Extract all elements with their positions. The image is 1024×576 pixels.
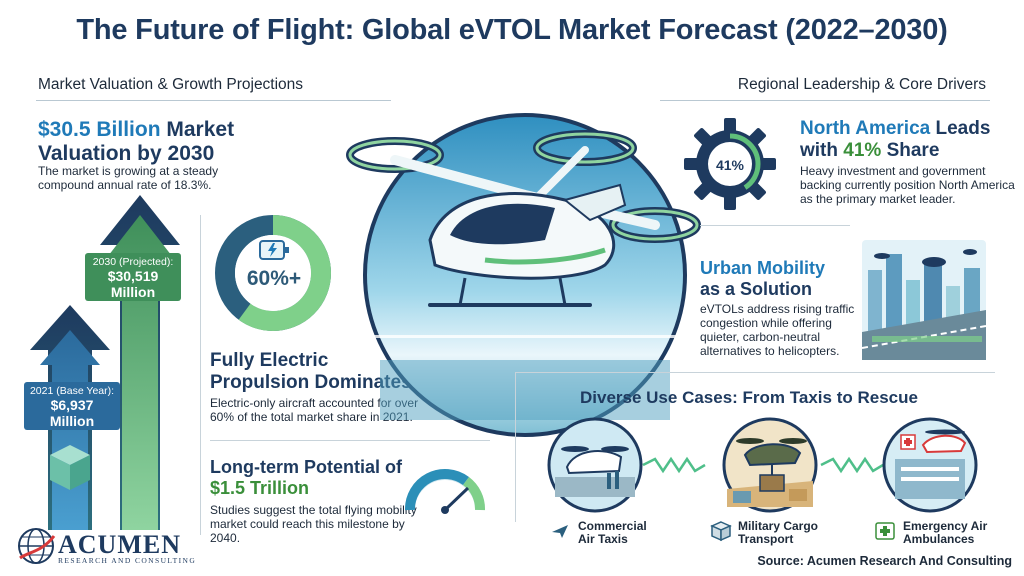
speedometer-gauge-icon <box>404 469 485 514</box>
urban-description: eVTOLs address rising traffic congestion… <box>700 302 855 358</box>
region-description: Heavy investment and government backing … <box>800 164 1015 206</box>
medical-cross-icon <box>875 522 895 540</box>
source-citation: Source: Acumen Research And Consulting <box>757 554 1012 568</box>
propulsion-headline: Fully Electric Propulsion Dominates <box>210 350 412 393</box>
propulsion-share-ring <box>215 215 331 331</box>
usecase-label-taxi: Commercial Air Taxis <box>578 519 647 546</box>
row-divider <box>210 440 490 441</box>
value-label-2030: 2030 (Projected): $30,519 Million <box>85 253 181 301</box>
potential-amount: $1.5 Trillion <box>210 478 310 498</box>
section-divider <box>36 100 391 101</box>
urban-headline: Urban Mobility as a Solution <box>700 258 825 299</box>
value-label-2021: 2021 (Base Year): $6,937 Million <box>24 382 120 430</box>
potential-description: Studies suggest the total flying mobilit… <box>210 503 417 545</box>
electric-motor-icon <box>259 240 289 260</box>
city-skyline-illustration <box>862 240 986 360</box>
row-divider <box>700 225 850 226</box>
section-heading-right: Regional Leadership & Core Drivers <box>737 76 986 93</box>
acumen-logo-globe-icon <box>18 528 56 564</box>
propulsion-description: Electric-only aircraft accounted for ove… <box>210 396 419 424</box>
valuation-description: The market is growing at a steady compou… <box>38 164 219 192</box>
propulsion-percent: 60%+ <box>246 267 302 290</box>
potential-headline: Long-term Potential of $1.5 Trillion <box>210 457 402 498</box>
usecase-label-ambulance: Emergency Air Ambulances <box>903 519 988 546</box>
region-headline: North America Leads with 41% Share <box>800 118 991 161</box>
acumen-logo-wordmark: ACUMEN <box>58 530 181 559</box>
section-heading-left: Market Valuation & Growth Projections <box>38 76 304 93</box>
growth-arrows-graphic <box>30 195 180 530</box>
column-divider <box>515 372 516 522</box>
evtol-aircraft-illustration <box>346 113 701 437</box>
page-title: The Future of Flight: Global eVTOL Marke… <box>76 14 948 46</box>
airplane-icon <box>552 525 568 538</box>
acumen-logo-subtitle: RESEARCH AND CONSULTING <box>58 556 197 565</box>
use-case-illustrations <box>547 417 978 513</box>
valuation-amount: $30.5 Billion <box>38 118 161 141</box>
gear-percent: 41% <box>715 157 745 173</box>
valuation-headline: $30.5 Billion Market Valuation by 2030 <box>38 118 235 165</box>
usecase-label-cargo: Military Cargo Transport <box>738 519 819 546</box>
regional-share-gear-icon <box>684 118 776 210</box>
cargo-box-icon <box>710 521 732 542</box>
section-divider <box>660 100 990 101</box>
column-divider <box>200 215 201 535</box>
row-divider <box>515 372 995 373</box>
usecases-heading: Diverse Use Cases: From Taxis to Rescue <box>580 388 918 407</box>
